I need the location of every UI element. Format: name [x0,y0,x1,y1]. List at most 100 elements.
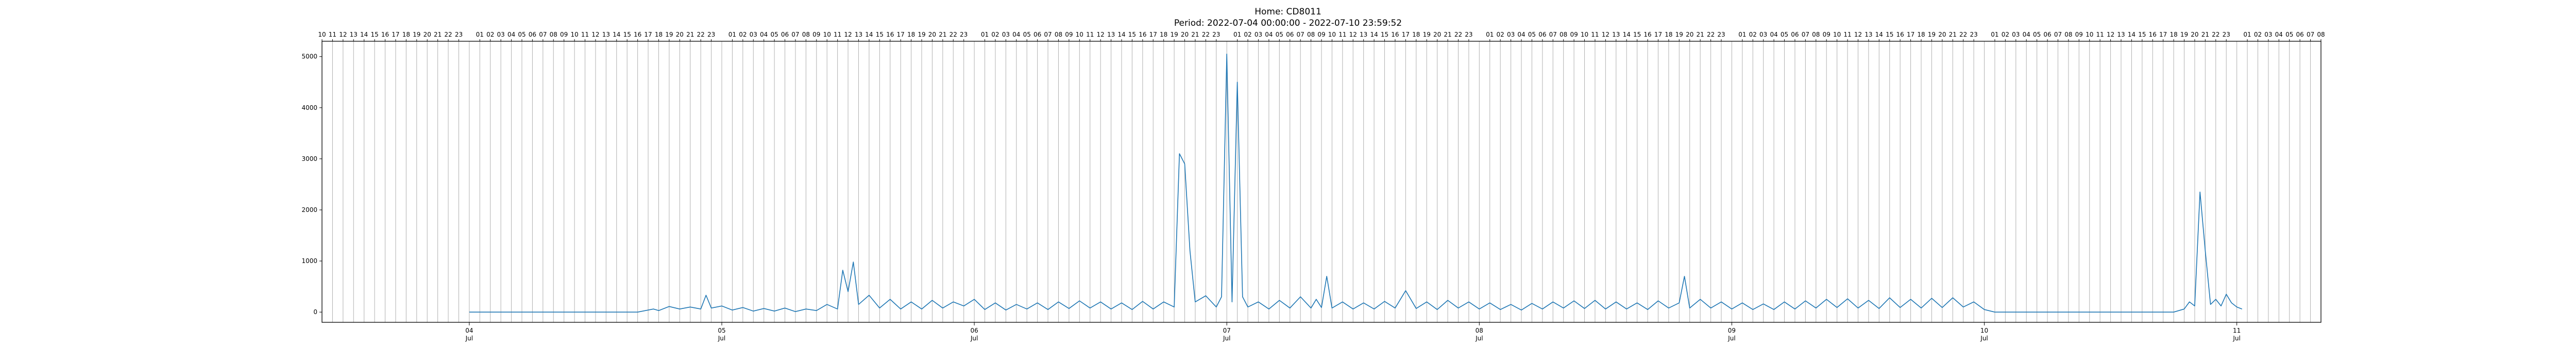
top-hour-label: 19 [413,31,420,38]
top-hour-label: 16 [1139,31,1146,38]
top-hour-label: 17 [897,31,905,38]
top-hour-label: 07 [1549,31,1557,38]
top-hour-label: 02 [486,31,494,38]
x-tick-month-label: Jul [2232,335,2240,342]
y-tick-label: 4000 [301,104,317,111]
top-hour-label: 16 [634,31,641,38]
x-tick-month-label: Jul [1223,335,1230,342]
top-hour-label: 15 [370,31,378,38]
top-hour-label: 20 [928,31,936,38]
top-hour-label: 01 [476,31,484,38]
top-hour-label: 17 [1654,31,1662,38]
top-hour-label: 21 [1444,31,1451,38]
y-tick-label: 0 [313,308,317,316]
top-hour-label: 01 [981,31,989,38]
top-hour-label: 23 [960,31,968,38]
top-hour-label: 23 [707,31,715,38]
top-hour-label: 04 [2275,31,2283,38]
top-hour-label: 08 [1307,31,1315,38]
top-hour-label: 09 [1823,31,1831,38]
top-hour-label: 02 [2254,31,2262,38]
top-hour-label: 07 [2054,31,2062,38]
top-hour-label: 07 [1297,31,1304,38]
top-hour-label: 19 [1170,31,1178,38]
top-hour-label: 05 [518,31,526,38]
top-hour-label: 14 [1370,31,1378,38]
top-hour-label: 13 [1865,31,1872,38]
top-hour-label: 20 [1938,31,1946,38]
chart-title: Home: CD8011 [1255,7,1321,17]
x-tick-label: 11 [2233,327,2241,334]
top-hour-label: 02 [1244,31,1251,38]
top-hour-label: 07 [539,31,547,38]
top-hour-label: 07 [1802,31,1809,38]
top-hour-label: 12 [591,31,599,38]
y-axis: 0 1000 2000 3000 4000 5000 [301,53,322,316]
top-hour-label: 13 [2117,31,2125,38]
top-hour-label: 04 [1770,31,1777,38]
top-hour-label: 14 [1117,31,1125,38]
top-hour-label: 13 [1612,31,1620,38]
top-hour-label: 11 [2096,31,2104,38]
top-hour-label: 19 [1928,31,1936,38]
top-hour-label: 08 [1560,31,1567,38]
top-hour-label: 01 [1233,31,1241,38]
top-hour-label: 17 [1402,31,1410,38]
top-hour-label: 14 [1875,31,1883,38]
top-hour-label: 16 [381,31,389,38]
top-hour-label: 01 [728,31,736,38]
x-tick-month-label: Jul [718,335,725,342]
top-hour-label: 19 [918,31,925,38]
top-hour-label: 10 [1581,31,1588,38]
top-hour-label: 14 [2128,31,2136,38]
top-hour-label: 22 [1707,31,1715,38]
top-hour-label: 01 [2243,31,2251,38]
top-hour-label: 11 [1843,31,1851,38]
top-hour-label: 19 [2180,31,2188,38]
top-hour-label: 10 [318,31,326,38]
top-hour-label: 11 [329,31,336,38]
top-hour-label: 07 [1044,31,1052,38]
chart-subtitle: Period: 2022-07-04 00:00:00 - 2022-07-10… [1174,18,1402,28]
top-hour-label: 08 [1812,31,1820,38]
x-tick-month-label: Jul [465,335,473,342]
top-hour-label: 10 [1076,31,1083,38]
top-hour-label: 14 [360,31,368,38]
top-hour-label: 18 [907,31,915,38]
top-hour-label: 13 [1107,31,1115,38]
top-hour-label: 18 [1917,31,1925,38]
y-tick-label: 2000 [301,206,317,214]
top-hour-label: 22 [444,31,452,38]
top-hour-label: 04 [2023,31,2030,38]
top-hour-label: 15 [623,31,631,38]
series-line [469,54,2243,313]
top-hour-label: 17 [1907,31,1914,38]
top-hour-label: 03 [2264,31,2272,38]
y-tick-label: 1000 [301,257,317,265]
top-hour-label: 18 [402,31,410,38]
top-hour-labels: 10 11 12 13 14 15 16 17 18 19 20 21 22 23 01 02 03 04 05 06… [318,31,2325,41]
top-hour-label: 10 [1833,31,1841,38]
x-tick-label: 06 [970,327,978,334]
top-hour-label: 12 [1602,31,1609,38]
top-hour-label: 20 [423,31,431,38]
top-hour-label: 20 [1433,31,1441,38]
top-hour-label: 17 [2159,31,2167,38]
top-hour-label: 12 [1854,31,1862,38]
top-hour-label: 18 [1412,31,1420,38]
top-hour-label: 14 [613,31,620,38]
top-hour-label: 14 [865,31,873,38]
top-hour-label: 03 [1759,31,1767,38]
top-hour-label: 17 [1149,31,1157,38]
top-hour-label: 02 [1497,31,1504,38]
top-hour-label: 06 [1286,31,1294,38]
top-hour-label: 18 [1160,31,1167,38]
top-hour-label: 03 [750,31,757,38]
top-hour-label: 13 [602,31,610,38]
x-tick-month-label: Jul [1980,335,1988,342]
top-hour-label: 23 [1717,31,1725,38]
top-hour-label: 19 [1423,31,1431,38]
top-hour-label: 11 [1591,31,1599,38]
x-tick-label: 04 [465,327,473,334]
